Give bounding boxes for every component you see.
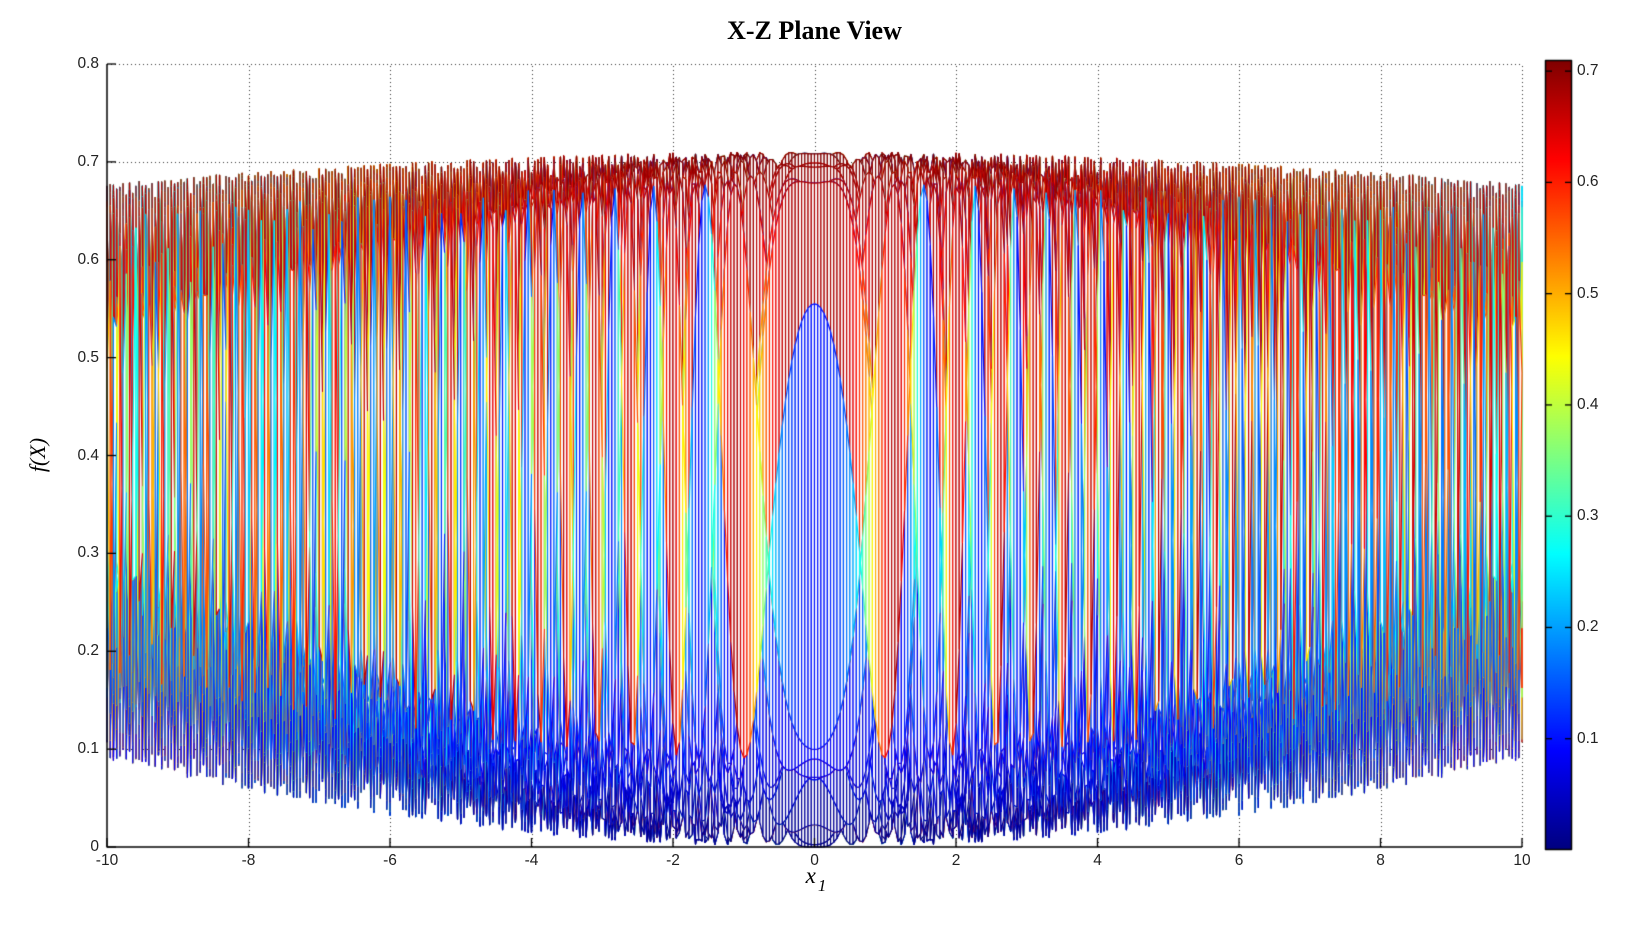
x-tick-label: 0 xyxy=(810,852,819,869)
x-tick-label: 10 xyxy=(1513,852,1531,869)
y-tick-label: 0.4 xyxy=(77,446,99,464)
x-tick-label: 6 xyxy=(1234,852,1244,869)
y-tick-label: 0.1 xyxy=(77,740,99,758)
x-tick-label: -8 xyxy=(241,852,256,869)
y-tick-label: 0.6 xyxy=(77,250,99,268)
colorbar-tick-label: 0.3 xyxy=(1577,507,1599,525)
colorbar-tick-label: 0.5 xyxy=(1577,284,1599,302)
colorbar-tick-label: 0.7 xyxy=(1577,62,1599,80)
chart-title: X-Z Plane View xyxy=(727,16,902,45)
x-tick-label: -10 xyxy=(95,852,119,869)
y-tick-label: 0.5 xyxy=(77,348,99,366)
x-tick-label: 2 xyxy=(951,852,961,869)
y-tick-label: 0.2 xyxy=(77,642,99,660)
x-axis-label-base: x xyxy=(805,863,816,888)
y-tick-label: 0.7 xyxy=(77,152,99,170)
x-tick-label: -6 xyxy=(383,852,397,869)
x-tick-label: 4 xyxy=(1093,852,1102,869)
colorbar-tick-label: 0.1 xyxy=(1577,729,1599,747)
x-tick-label: -4 xyxy=(524,852,539,869)
x-axis-label-subscript: 1 xyxy=(817,876,827,895)
colorbar-tick-label: 0.6 xyxy=(1577,173,1599,191)
colorbar-tick-label: 0.4 xyxy=(1577,395,1599,413)
x-tick-label: -2 xyxy=(666,852,680,869)
colorbar-tick-label: 0.2 xyxy=(1577,618,1599,636)
y-tick-label: 0.3 xyxy=(77,544,99,562)
y-tick-label: 0 xyxy=(90,838,99,855)
y-tick-label: 0.8 xyxy=(77,55,99,72)
x-tick-label: 8 xyxy=(1376,852,1385,869)
